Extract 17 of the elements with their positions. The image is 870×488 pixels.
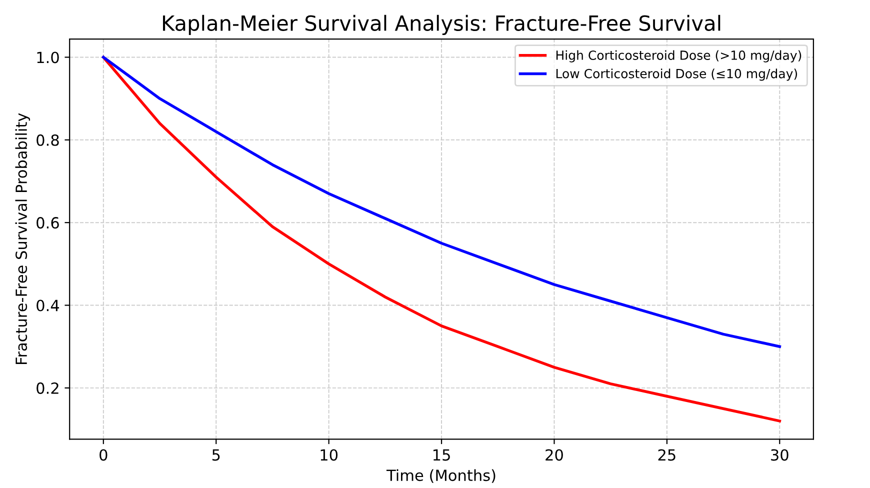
x-tick-label: 5 bbox=[212, 449, 220, 461]
chart-title: Kaplan-Meier Survival Analysis: Fracture-Free Survival bbox=[163, 14, 720, 36]
x-tick-label: 15 bbox=[433, 449, 450, 461]
x-tick-label: 30 bbox=[771, 449, 788, 461]
x-tick-label: 20 bbox=[546, 449, 563, 461]
x-tick-label: 25 bbox=[658, 449, 676, 461]
y-tick-label: 0.2 bbox=[36, 382, 58, 394]
x-tick-label: 10 bbox=[320, 449, 338, 461]
legend-label: High Corticosteroid Dose (>10 mg/day) bbox=[556, 50, 802, 62]
y-tick-label: 1.0 bbox=[37, 52, 59, 64]
y-tick-label: 0.4 bbox=[36, 300, 60, 312]
y-tick-label: 0.8 bbox=[36, 134, 59, 146]
legend-label: Low Corticosteroid Dose (≤10 mg/day) bbox=[556, 68, 798, 81]
y-tick-label: 0.6 bbox=[36, 217, 59, 229]
x-tick-label: 0 bbox=[100, 449, 108, 461]
x-axis-title: Time (Months) bbox=[386, 469, 496, 483]
y-axis-title: Fracture-Free Survival Probability bbox=[15, 113, 30, 364]
